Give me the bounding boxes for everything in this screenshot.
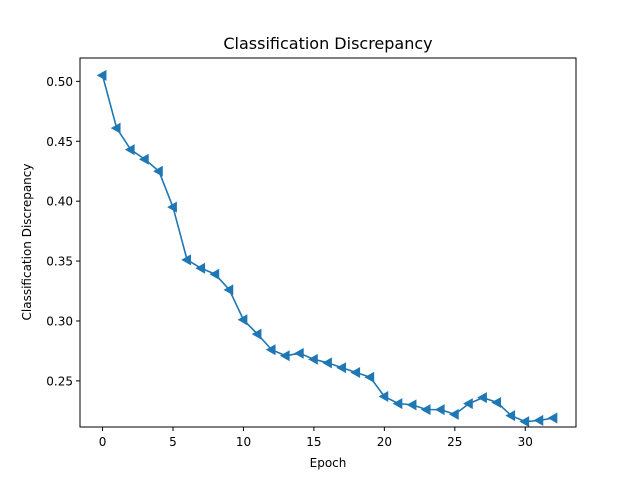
data-point	[237, 314, 248, 326]
data-point	[477, 392, 487, 404]
data-point	[167, 201, 177, 213]
data-point	[364, 371, 375, 383]
x-tick-label: 25	[447, 435, 462, 449]
data-point	[223, 284, 234, 296]
y-tick-label: 0.35	[46, 255, 73, 269]
data-point	[96, 69, 107, 81]
chart-title: Classification Discrepancy	[223, 34, 432, 53]
data-point	[308, 353, 318, 365]
data-point	[251, 328, 262, 340]
data-point	[265, 344, 276, 356]
y-axis-label: Classification Discrepancy	[20, 164, 34, 321]
y-tick-label: 0.45	[46, 135, 73, 149]
data-point	[378, 390, 389, 402]
y-tick-label: 0.30	[46, 314, 73, 328]
data-point	[124, 144, 135, 156]
x-tick-label: 15	[306, 435, 321, 449]
data-point	[153, 165, 163, 177]
data-point	[322, 357, 332, 369]
data-point	[139, 153, 149, 165]
data-point	[434, 404, 445, 416]
data-point	[392, 398, 403, 410]
y-tick-label: 0.50	[46, 75, 73, 89]
data-point	[519, 416, 530, 428]
data-point	[505, 410, 516, 422]
x-tick-label: 10	[236, 435, 251, 449]
plot-frame	[79, 57, 577, 428]
series-layer	[96, 69, 558, 428]
data-point	[279, 350, 290, 362]
data-point	[294, 347, 304, 359]
y-tick-label: 0.40	[46, 195, 73, 209]
data-point	[195, 262, 206, 274]
data-point	[547, 412, 558, 424]
data-point	[449, 408, 459, 420]
x-tick-label: 30	[518, 435, 533, 449]
data-point	[491, 396, 501, 408]
data-point	[181, 254, 191, 266]
data-point	[533, 414, 544, 426]
x-axis-ticks: 0 5 10 15 20 25 30	[99, 427, 533, 449]
data-point	[406, 399, 417, 411]
data-point	[336, 362, 346, 374]
x-tick-label: 5	[169, 435, 177, 449]
y-axis-ticks: 0.25 0.30 0.35 0.40 0.45 0.50	[46, 75, 80, 388]
data-point	[350, 367, 361, 378]
data-point	[420, 404, 431, 416]
data-point	[209, 268, 220, 280]
plot-area	[79, 57, 577, 428]
x-tick-label: 20	[377, 435, 392, 449]
y-tick-label: 0.25	[46, 374, 73, 388]
x-axis-label: Epoch	[310, 456, 347, 470]
series-line	[101, 75, 554, 423]
data-point	[463, 398, 473, 410]
data-point	[110, 122, 121, 134]
x-tick-label: 0	[99, 435, 107, 449]
